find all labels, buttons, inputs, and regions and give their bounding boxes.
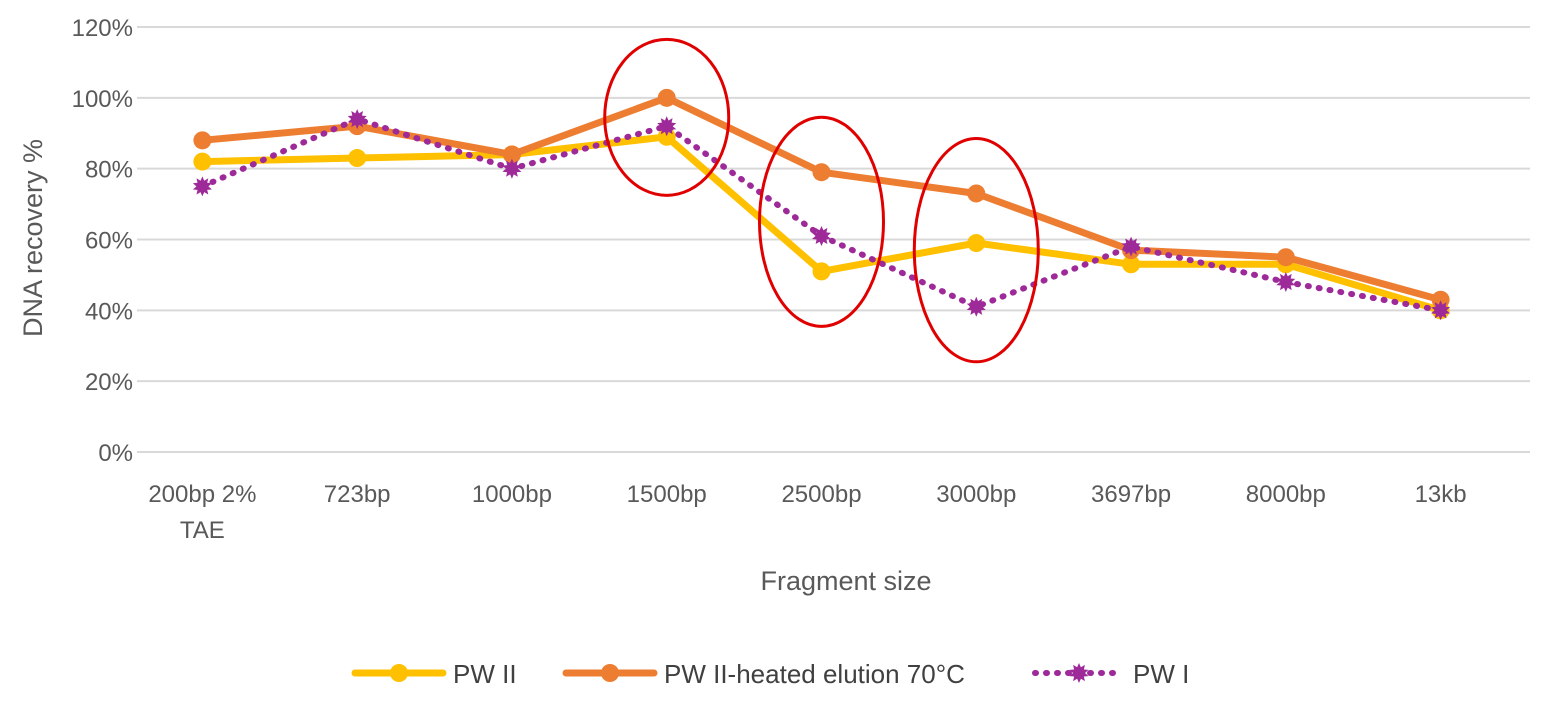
y-tick-label: 80% — [85, 157, 133, 184]
data-point — [1431, 300, 1451, 321]
y-tick-label: 120% — [72, 15, 133, 42]
highlight-ellipse — [758, 115, 885, 328]
data-point — [601, 664, 619, 682]
x-tick-label: 3000bp — [936, 481, 1016, 508]
x-tick-label: 8000bp — [1246, 481, 1326, 508]
x-tick-label: 1000bp — [472, 481, 552, 508]
legend-label: PW II-heated elution 70°C — [664, 659, 965, 689]
gridlines — [137, 26, 1530, 453]
y-tick-label: 20% — [85, 369, 133, 396]
x-tick-label: 200bp 2% TAE — [148, 481, 256, 544]
series-group — [192, 88, 1451, 321]
x-tick-label: 723bp — [324, 481, 391, 508]
data-point — [967, 234, 986, 253]
y-tick-label: 0% — [98, 440, 133, 467]
highlight-ellipses — [603, 37, 1040, 364]
data-point — [1069, 663, 1089, 683]
series-line — [199, 116, 1444, 314]
data-point — [192, 176, 212, 197]
data-point — [1276, 272, 1296, 292]
y-tick-label: 100% — [72, 86, 133, 113]
x-axis-ticks: 200bp 2% TAE 723bp 1000bp 1500bp 2500bp 3000bp… — [148, 481, 1466, 544]
y-tick-label: 60% — [85, 228, 133, 255]
data-point — [1122, 255, 1141, 274]
data-point — [348, 149, 367, 168]
data-point — [966, 296, 986, 317]
series-line — [198, 133, 1445, 314]
highlight-ellipse — [912, 136, 1040, 364]
data-point — [812, 262, 831, 281]
data-point — [812, 163, 831, 182]
x-tick-label: 2500bp — [781, 481, 861, 508]
data-point — [390, 664, 408, 682]
series-pw-i — [192, 109, 1451, 321]
data-point — [1276, 248, 1295, 267]
legend-item: PW II — [351, 659, 517, 689]
highlight-ellipse — [603, 37, 731, 197]
x-tick-label: 3697bp — [1091, 481, 1171, 508]
data-point — [967, 184, 986, 203]
data-point — [502, 158, 522, 179]
series-pw-ii — [193, 127, 1450, 320]
data-point — [347, 109, 367, 130]
y-tick-label: 40% — [85, 298, 133, 325]
legend-label: PW II — [453, 659, 517, 689]
data-point — [812, 226, 831, 246]
data-point — [193, 152, 212, 171]
legend: PW II PW II-heated elution 70°C PW I — [351, 659, 1189, 689]
legend-item: PW I — [1032, 659, 1189, 689]
legend-item: PW II-heated elution 70°C — [562, 659, 965, 689]
data-point — [657, 116, 677, 137]
data-point — [502, 145, 521, 164]
y-axis-title: DNA recovery % — [18, 139, 48, 337]
data-point — [1121, 236, 1141, 257]
x-axis-title: Fragment size — [760, 566, 931, 596]
y-axis-ticks: 0% 20% 40% 60% 80% 100% 120% — [72, 15, 133, 467]
x-tick-label: 13kb — [1415, 481, 1467, 508]
x-tick-label: 1500bp — [627, 481, 707, 508]
data-point — [193, 131, 212, 150]
legend-label: PW I — [1133, 659, 1189, 689]
data-point — [657, 88, 676, 107]
